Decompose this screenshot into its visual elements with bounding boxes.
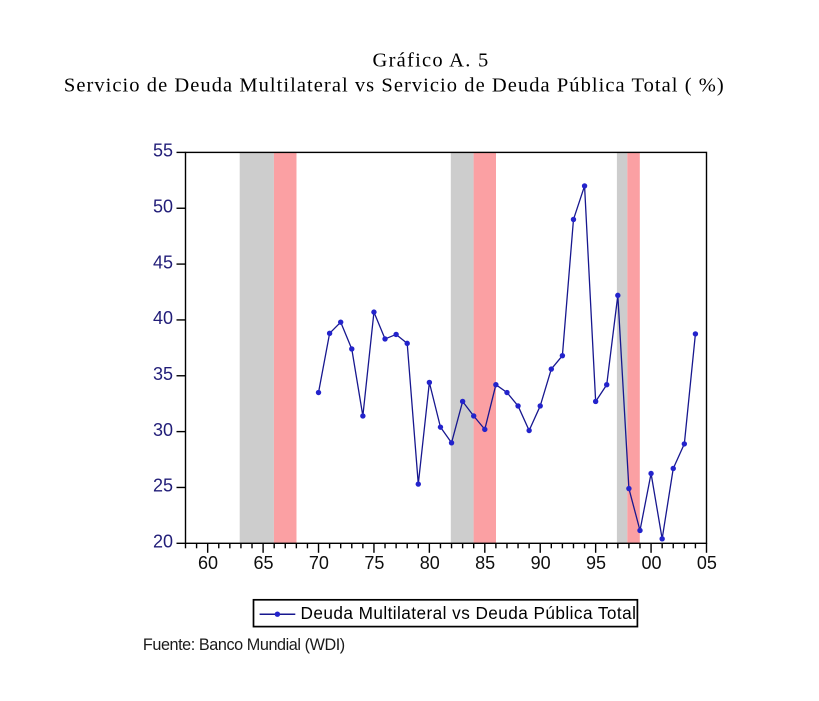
svg-text:45: 45 [153, 252, 173, 272]
svg-text:95: 95 [586, 553, 606, 573]
svg-text:35: 35 [153, 364, 173, 384]
svg-text:70: 70 [309, 553, 329, 573]
svg-text:Fuente: Banco Mundial (WDI): Fuente: Banco Mundial (WDI) [143, 636, 345, 654]
svg-text:00: 00 [641, 553, 661, 573]
svg-text:Servicio de Deuda Multilateral: Servicio de Deuda Multilateral vs Servic… [64, 75, 725, 97]
svg-text:80: 80 [420, 553, 440, 573]
svg-text:55: 55 [153, 141, 173, 161]
svg-text:20: 20 [153, 532, 173, 552]
svg-text:Gráfico A. 5: Gráfico A. 5 [373, 50, 490, 72]
svg-text:30: 30 [153, 420, 173, 440]
svg-text:85: 85 [475, 553, 495, 573]
svg-text:65: 65 [253, 553, 273, 573]
svg-text:60: 60 [198, 553, 218, 573]
svg-text:05: 05 [697, 553, 717, 573]
svg-text:40: 40 [153, 308, 173, 328]
svg-text:90: 90 [531, 553, 551, 573]
svg-text:Deuda Multilateral vs Deuda Pú: Deuda Multilateral vs Deuda Pública Tota… [301, 603, 637, 623]
svg-text:50: 50 [153, 196, 173, 216]
svg-text:25: 25 [153, 476, 173, 496]
svg-text:75: 75 [364, 553, 384, 573]
